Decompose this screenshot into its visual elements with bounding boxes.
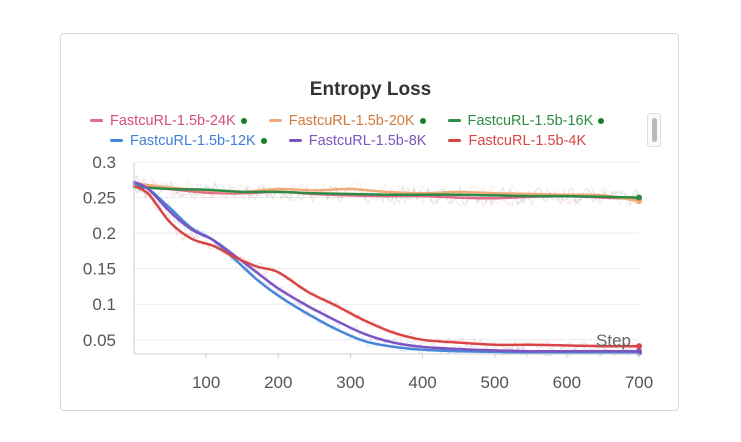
legend-label-16k: FastcuRL-1.5b-16K <box>467 113 594 129</box>
x-axis-label: Step <box>596 331 631 350</box>
legend-marker-dot-icon <box>419 118 426 125</box>
legend-item-8k[interactable]: FastcuRL-1.5b-8K <box>288 133 427 149</box>
legend-row-2: FastcuRL-1.5b-12K FastcuRL-1.5b-8K Fastc… <box>110 133 604 149</box>
chart-panel <box>60 33 679 411</box>
y-tick-label: 0.25 <box>83 189 116 208</box>
raw-trace <box>133 175 640 357</box>
series-line[interactable] <box>132 185 641 199</box>
legend-item-24k[interactable]: FastcuRL-1.5b-24K <box>90 113 247 129</box>
series-end-point <box>636 348 642 355</box>
legend-label-12k: FastcuRL-1.5b-12K <box>130 133 256 149</box>
axes: 0.05 0.1 0.15 0.2 0.25 0.3 100 200 300 400 500 600 7… <box>83 153 653 392</box>
legend-marker-dot-icon <box>260 138 267 145</box>
legend-item-16k[interactable]: FastcuRL-1.5b-16K <box>447 113 605 129</box>
x-tick-label: 400 <box>408 373 436 392</box>
legend-scrollbar[interactable] <box>647 113 661 147</box>
series-line[interactable] <box>132 184 641 348</box>
legend-scrollbar-thumb[interactable] <box>652 118 657 142</box>
legend-swatch-16k <box>447 118 461 122</box>
x-tick-label: 700 <box>625 373 653 392</box>
legend-swatch-12k <box>110 138 123 142</box>
legend-label-8k: FastcuRL-1.5b-8K <box>308 133 427 149</box>
legend-label-4k: FastcuRL-1.5b-4K <box>468 133 587 149</box>
x-tick-label: 300 <box>336 373 364 392</box>
legend-marker-dot-icon <box>240 118 247 125</box>
series-end-point <box>636 343 642 350</box>
chart-title: Entropy Loss <box>309 79 432 100</box>
legend-row-1: FastcuRL-1.5b-24K FastcuRL-1.5b-20K Fast… <box>90 113 622 129</box>
raw-trace <box>133 180 640 352</box>
y-tick-label: 0.15 <box>83 260 116 279</box>
y-tick-label: 0.05 <box>83 331 116 350</box>
y-tick-label: 0.1 <box>92 295 116 314</box>
series-line[interactable] <box>132 180 641 353</box>
series-line[interactable] <box>132 182 641 354</box>
legend-label-20k: FastcuRL-1.5b-20K <box>288 113 415 129</box>
series-end-point <box>636 194 642 201</box>
legend-item-4k[interactable]: FastcuRL-1.5b-4K <box>448 133 586 149</box>
legend-item-20k[interactable]: FastcuRL-1.5b-20K <box>268 113 426 129</box>
x-tick-label: 200 <box>264 373 292 392</box>
x-tick-label: 600 <box>553 373 581 392</box>
series-lines <box>132 180 642 356</box>
legend-swatch-24k <box>90 118 103 122</box>
x-tick-label: 100 <box>192 373 220 392</box>
legend-swatch-4k <box>448 138 462 142</box>
legend-swatch-20k <box>268 118 282 122</box>
legend-item-12k[interactable]: FastcuRL-1.5b-12K <box>110 133 267 149</box>
y-tick-label: 0.3 <box>92 153 116 172</box>
x-tick-label: 500 <box>481 373 509 392</box>
legend-swatch-8k <box>288 138 302 142</box>
y-tick-label: 0.2 <box>92 224 116 243</box>
legend-marker-dot-icon <box>598 118 605 125</box>
legend-label-24k: FastcuRL-1.5b-24K <box>110 113 236 129</box>
